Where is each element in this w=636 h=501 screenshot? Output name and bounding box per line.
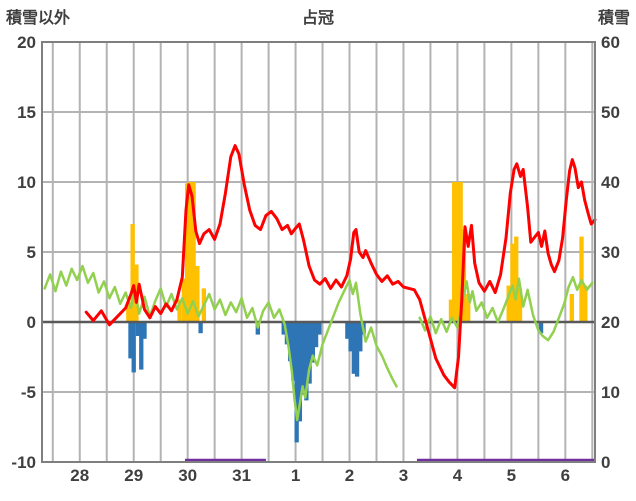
left-axis-title: 積雪以外 [6,10,71,27]
svg-text:4: 4 [453,466,463,485]
svg-text:60: 60 [601,33,620,52]
svg-text:40: 40 [601,173,620,192]
svg-text:-5: -5 [21,383,36,402]
svg-text:30: 30 [601,243,620,262]
right-tick-labels: 60 50 40 30 20 10 0 [601,33,620,472]
svg-text:50: 50 [601,103,620,122]
svg-text:20: 20 [601,313,620,332]
svg-text:31: 31 [232,466,251,485]
svg-text:2: 2 [345,466,354,485]
svg-text:5: 5 [507,466,516,485]
plot-frame [41,41,596,463]
svg-text:28: 28 [70,466,89,485]
svg-text:0: 0 [601,453,610,472]
svg-text:5: 5 [27,243,36,262]
svg-text:6: 6 [561,466,570,485]
svg-text:15: 15 [17,103,36,122]
svg-text:29: 29 [124,466,143,485]
left-tick-labels: 20 15 10 5 0 -5 -10 [11,33,36,472]
svg-text:3: 3 [399,466,408,485]
blue-bars [128,322,544,443]
chart-title: 占冠 [301,10,334,27]
svg-text:10: 10 [17,173,36,192]
svg-text:10: 10 [601,383,620,402]
svg-text:0: 0 [27,313,36,332]
green-line [43,264,594,422]
red-line [84,144,597,390]
svg-text:1: 1 [291,466,300,485]
svg-text:30: 30 [178,466,197,485]
x-tick-labels: 28 29 30 31 1 2 3 4 5 6 [70,466,570,485]
svg-text:-10: -10 [11,453,36,472]
svg-text:20: 20 [17,33,36,52]
right-axis-title: 積雪 [597,10,630,27]
